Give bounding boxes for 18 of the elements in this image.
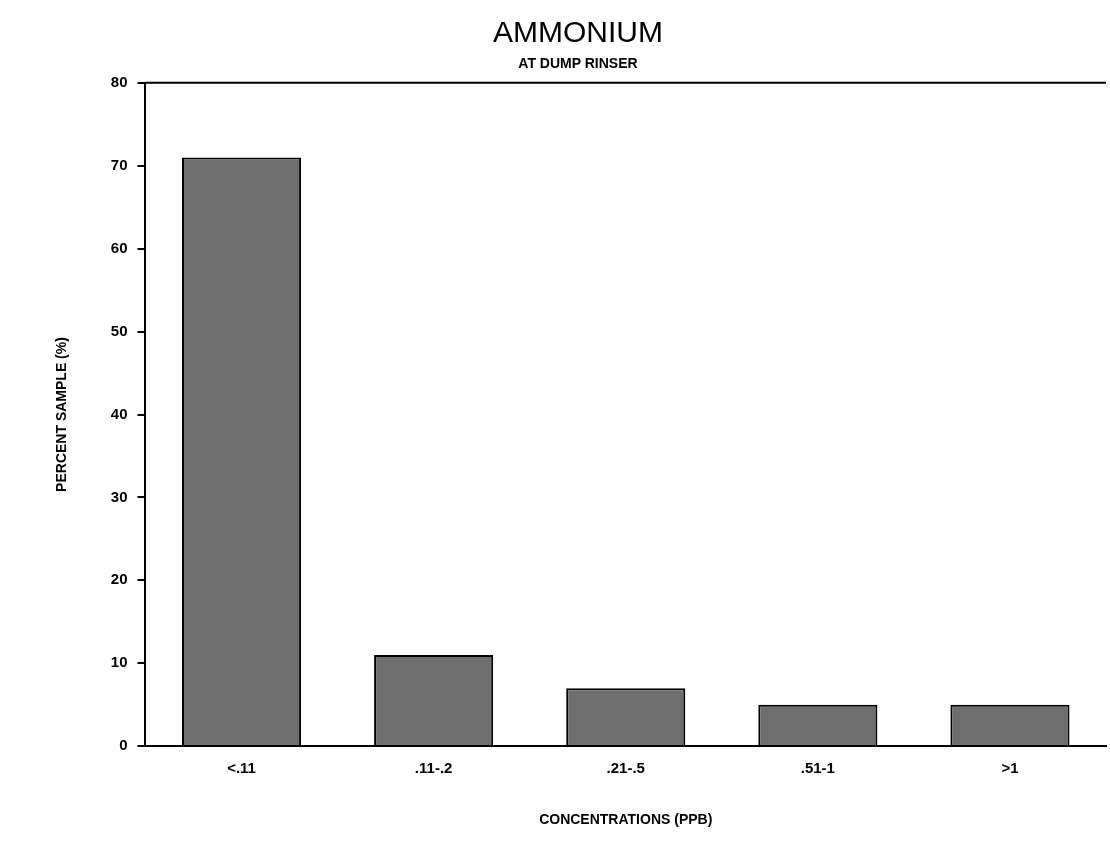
y-axis-title: PERCENT SAMPLE (%) [53, 337, 70, 492]
y-tick-label: 0 [119, 736, 128, 754]
x-tick-label: >1 [1001, 759, 1019, 777]
y-tick-label: 30 [110, 487, 128, 505]
x-tick-label: .11-.2 [414, 759, 453, 777]
x-tick-label: .51-1 [800, 759, 835, 777]
x-axis-title: CONCENTRATIONS (PPB) [539, 811, 713, 828]
x-tick-label: .21-.5 [606, 759, 645, 777]
y-tick-label: 60 [110, 238, 128, 256]
y-tick-label: 40 [110, 404, 128, 422]
y-tick-label: 70 [110, 155, 128, 173]
x-tick-label: <.11 [227, 759, 256, 777]
chart-title: AMMONIUM [493, 15, 663, 49]
y-tick-label: 10 [110, 653, 128, 671]
y-tick-label: 80 [110, 72, 128, 90]
chart-subtitle: AT DUMP RINSER [518, 55, 638, 72]
y-tick-label: 20 [110, 570, 128, 588]
y-tick-label: 50 [110, 321, 128, 339]
